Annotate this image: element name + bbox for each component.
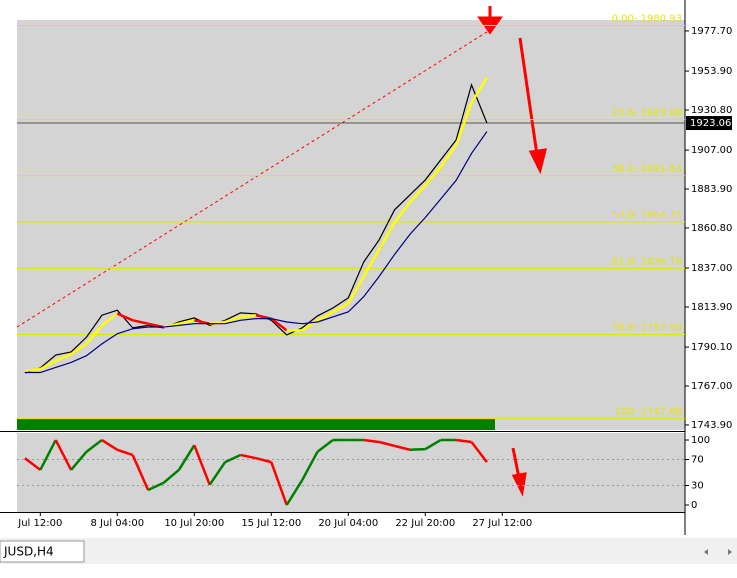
series-segment xyxy=(455,438,472,444)
series-segment xyxy=(178,319,195,325)
x-tick-label: 20 Jul 04:00 xyxy=(318,518,378,529)
arrow-head xyxy=(511,472,527,497)
y-tick-label: 0 xyxy=(691,500,697,511)
series-segment xyxy=(285,479,304,506)
y-tick-label: 1790.10 xyxy=(691,342,732,353)
scroll-left[interactable] xyxy=(704,549,708,555)
series-segment xyxy=(347,275,365,305)
series-segment xyxy=(270,317,288,332)
series-segment xyxy=(470,441,488,463)
current-price-label: 1923.06 xyxy=(690,118,731,129)
y-tick-label: 1977.70 xyxy=(691,26,732,37)
series-segment xyxy=(394,444,411,451)
y-tick-label: 1883.90 xyxy=(691,184,732,195)
series-segment xyxy=(363,438,380,444)
series-segment xyxy=(316,439,334,453)
arrow-head xyxy=(477,16,503,35)
y-tick-label: 1860.80 xyxy=(691,223,732,234)
arrows xyxy=(477,6,547,497)
series-segment xyxy=(116,312,134,322)
series-segment xyxy=(85,324,103,345)
x-tick-label: 10 Jul 20:00 xyxy=(164,518,224,529)
series-segment xyxy=(378,440,395,448)
series-segment xyxy=(101,438,118,451)
series-segment xyxy=(24,457,42,471)
arrow xyxy=(511,447,521,479)
series-segment xyxy=(424,166,442,187)
x-tick-label: 15 Jul 12:00 xyxy=(241,518,301,529)
series-segment xyxy=(378,221,396,251)
x-tick-label: Jul 12:00 xyxy=(17,518,62,529)
fib-label: 61.8- 1836.78 xyxy=(612,256,682,267)
y-tick-label: 1837.00 xyxy=(691,263,732,274)
series-segment xyxy=(316,310,334,322)
series-segment xyxy=(193,444,211,486)
fib-label: 23.6- 1925.08 xyxy=(612,108,682,119)
series-segment xyxy=(454,102,473,146)
series-segment xyxy=(208,461,227,486)
series-segment xyxy=(240,313,257,319)
y-tick-label: 1930.80 xyxy=(691,105,732,116)
series-segment xyxy=(362,248,381,278)
series-segment xyxy=(70,342,88,356)
series-segment xyxy=(470,76,488,104)
series-segment xyxy=(85,439,103,453)
green-bar xyxy=(17,419,495,430)
scroll-right[interactable] xyxy=(728,549,732,555)
series-segment xyxy=(24,367,41,373)
tab-bar xyxy=(0,538,737,564)
price-box xyxy=(686,116,732,131)
series-segment xyxy=(332,302,349,313)
series-segment xyxy=(54,439,73,471)
tab-label[interactable]: JUSD,H4 xyxy=(3,545,54,559)
series-segment xyxy=(55,352,72,362)
series-segment xyxy=(439,144,458,168)
x-tick-label: 27 Jul 12:00 xyxy=(472,518,532,529)
price-panel xyxy=(17,20,685,430)
x-tick-label: 8 Jul 04:00 xyxy=(90,518,144,529)
series-segment xyxy=(408,184,427,204)
series-segment xyxy=(70,450,88,471)
x-tick-label: 22 Jul 20:00 xyxy=(395,518,455,529)
y-tick-label: 100 xyxy=(691,435,710,446)
series-segment xyxy=(224,315,241,324)
y-tick-label: 1767.00 xyxy=(691,381,732,392)
series-segment xyxy=(132,319,149,325)
fib-label: 100- 1747.68 xyxy=(615,407,682,418)
series-segment xyxy=(39,359,57,371)
series-line xyxy=(24,83,488,374)
symbol-tab[interactable] xyxy=(0,540,85,563)
arrow xyxy=(518,37,539,156)
series-segment xyxy=(39,439,57,471)
series-segment xyxy=(409,447,426,452)
y-tick-label: 1813.90 xyxy=(691,302,732,313)
series-segment xyxy=(101,312,119,327)
y-tick-label: 1743.90 xyxy=(691,420,732,431)
y-tick-label: 70 xyxy=(691,455,704,466)
series-segment xyxy=(147,481,165,492)
y-tick-label: 30 xyxy=(691,480,704,491)
series-segment xyxy=(240,453,257,460)
series-segment xyxy=(300,451,319,481)
fib-label: 0.00- 1980.93 xyxy=(612,14,682,25)
fib-label: 38.2- 1891.83 xyxy=(612,164,682,175)
series-segment xyxy=(116,448,134,457)
series-segment xyxy=(177,444,196,471)
series-segment xyxy=(393,201,411,224)
series-segment xyxy=(270,461,288,506)
series-segment xyxy=(424,438,442,451)
arrow-head xyxy=(528,148,547,175)
series-segment xyxy=(224,453,242,464)
series-segment xyxy=(162,468,180,484)
fib-label: 50.0- 1864.31 xyxy=(612,210,682,221)
series-segment xyxy=(131,454,150,491)
series-segment xyxy=(255,456,272,464)
y-tick-label: 1953.90 xyxy=(691,66,732,77)
fib-label: 78.6- 1797.60 xyxy=(612,322,682,333)
y-tick-label: 1907.00 xyxy=(691,145,732,156)
oscillator-panel xyxy=(17,433,685,512)
series-line xyxy=(24,131,488,374)
